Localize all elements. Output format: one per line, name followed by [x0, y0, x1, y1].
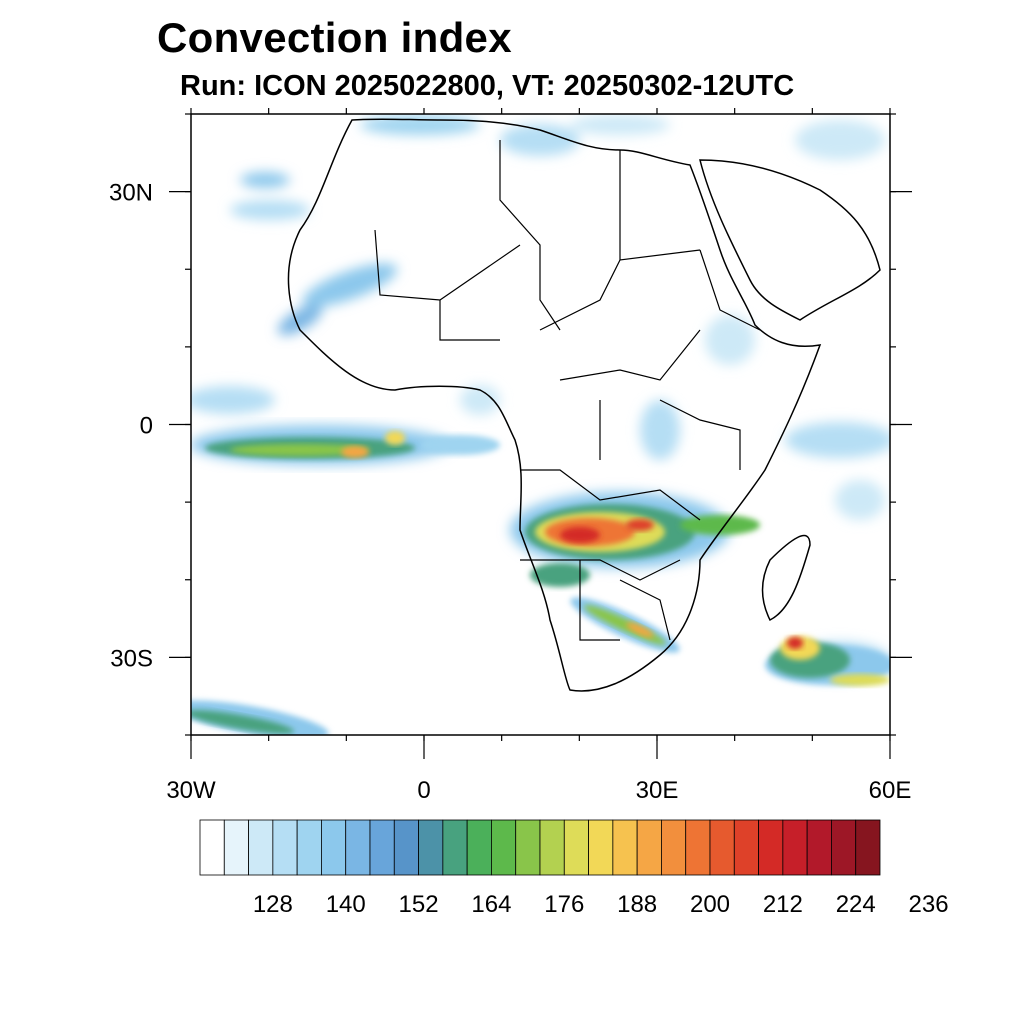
colorbar-swatch [393, 819, 419, 876]
colorbar-swatch [466, 819, 492, 876]
lon-tick-label: 30E [636, 777, 679, 804]
colorbar-swatch [782, 819, 808, 876]
madagascar-outline [761, 534, 811, 622]
lon-tick-label: 60E [869, 777, 912, 804]
arabia-outline [699, 159, 881, 321]
colorbar-swatch [345, 819, 371, 876]
convection-field [191, 115, 890, 678]
colorbar-swatch [199, 819, 225, 876]
colorbar-swatch [539, 819, 565, 876]
colorbar-label: 212 [763, 891, 803, 918]
colorbar-swatch [491, 819, 517, 876]
colorbar-swatch [272, 819, 298, 876]
colorbar-label: 176 [544, 891, 584, 918]
southern-africa-convection [510, 492, 760, 587]
page-title: Convection index [157, 14, 512, 61]
lon-tick-label: 0 [417, 777, 430, 804]
colorbar-swatch [661, 819, 687, 876]
africa-outline [287, 118, 822, 692]
colorbar-label: 236 [909, 891, 949, 918]
colorbar-swatch [563, 819, 589, 876]
cyclone-madagascar [765, 636, 890, 686]
colorbar-label: 164 [471, 891, 511, 918]
colorbar-label: 188 [617, 891, 657, 918]
colorbar-swatch [831, 819, 857, 876]
lat-tick-label: 30S [110, 645, 153, 672]
southwest-atlantic-band [191, 700, 329, 735]
axis-ticks: 30W 0 30E 60E 30N 0 30S [109, 108, 912, 804]
south-africa-convection [570, 597, 680, 653]
colorbar-label: 152 [399, 891, 439, 918]
colorbar-swatch [515, 819, 541, 876]
colorbar-label: 140 [326, 891, 366, 918]
colorbar-swatch [588, 819, 614, 876]
colorbar: 128 140 152 164 176 188 200 212 224 236 [199, 819, 949, 918]
colorbar-swatch [612, 819, 638, 876]
colorbar-swatch [636, 819, 662, 876]
colorbar-swatch [733, 819, 759, 876]
itcz-band [191, 425, 500, 465]
colorbar-swatch [248, 819, 274, 876]
colorbar-label: 200 [690, 891, 730, 918]
coastlines [287, 118, 881, 692]
colorbar-swatch [685, 819, 711, 876]
lat-tick-label: 0 [140, 413, 153, 440]
country-borders [374, 140, 761, 641]
colorbar-swatch [369, 819, 395, 876]
lon-tick-label: 30W [166, 777, 216, 804]
colorbar-swatch [806, 819, 832, 876]
lat-tick-label: 30N [109, 180, 153, 207]
colorbar-label: 224 [836, 891, 876, 918]
colorbar-swatch [855, 819, 881, 876]
colorbar-label: 128 [253, 891, 293, 918]
colorbar-swatch [442, 819, 468, 876]
colorbar-swatch [321, 819, 347, 876]
colorbar-swatch [296, 819, 322, 876]
colorbar-swatch [709, 819, 735, 876]
colorbar-swatch [223, 819, 249, 876]
colorbar-swatch [758, 819, 784, 876]
colorbar-swatch [418, 819, 444, 876]
page-subtitle: Run: ICON 2025022800, VT: 20250302-12UTC [180, 70, 795, 102]
